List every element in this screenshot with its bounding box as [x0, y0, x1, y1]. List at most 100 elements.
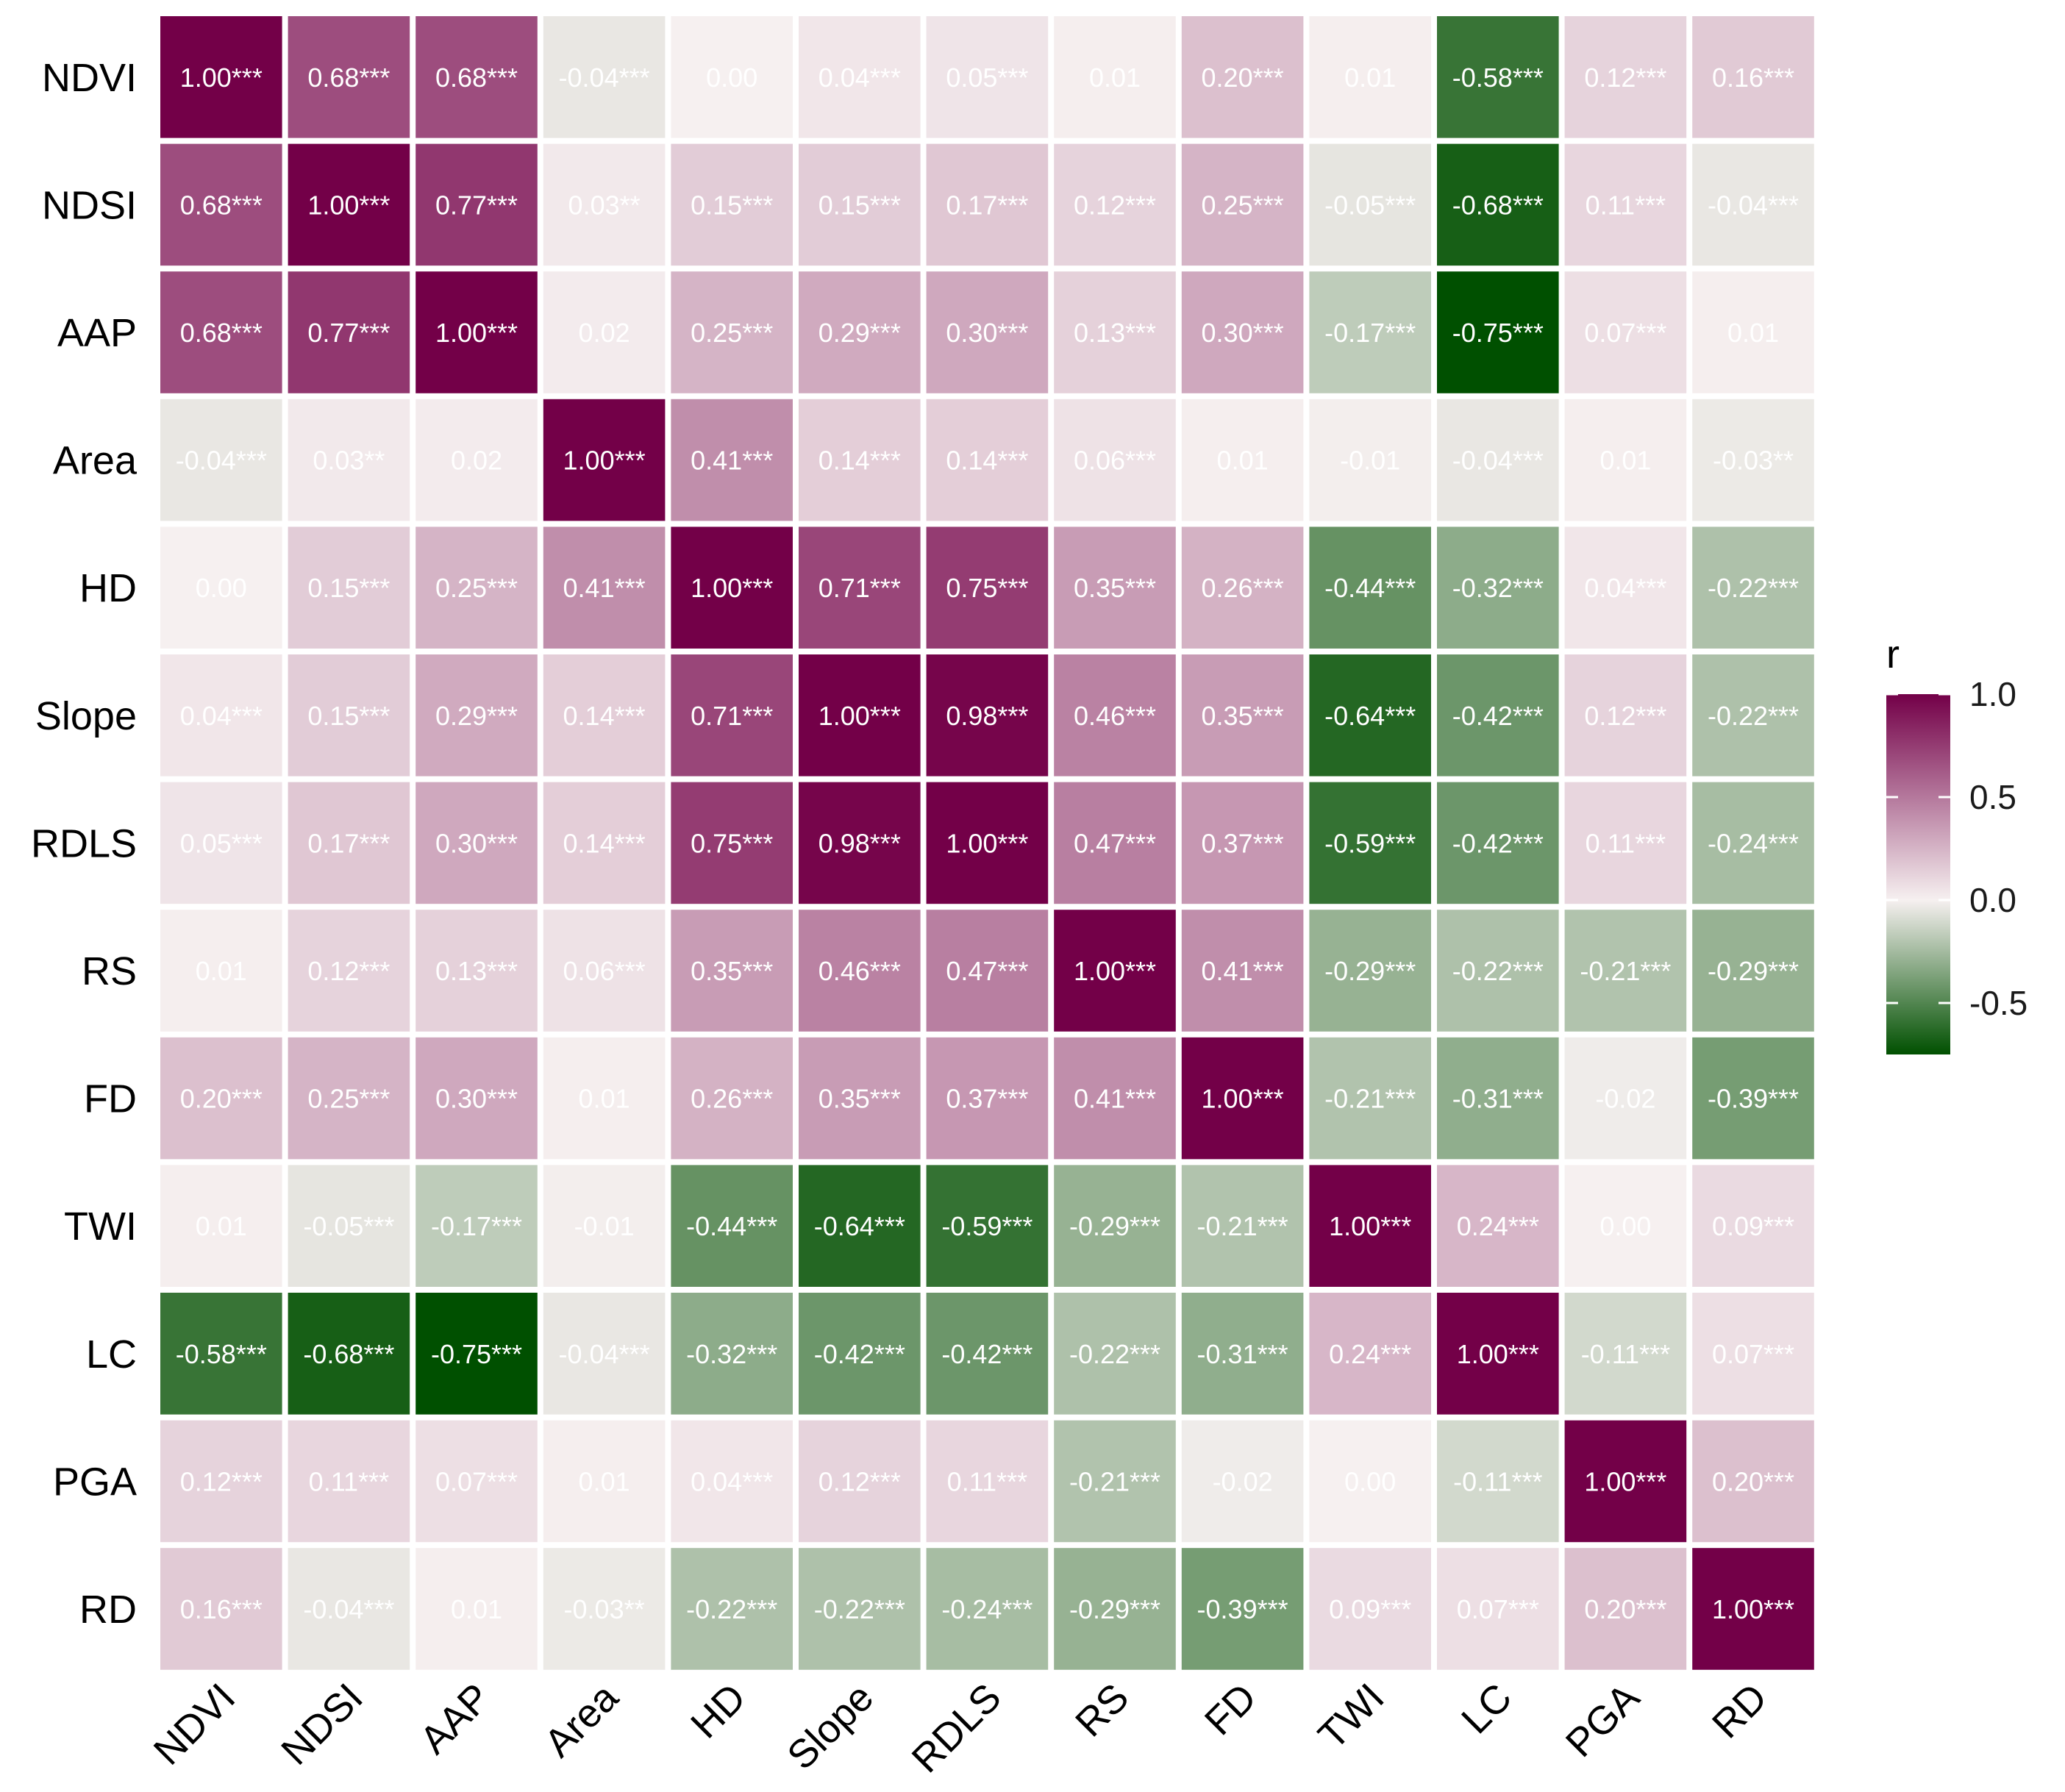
x-tick-label: Slope [779, 1675, 882, 1778]
cell-value-label: 0.68*** [307, 63, 390, 93]
cell-value-label: -0.21*** [1580, 956, 1671, 986]
x-tick-label: NDSI [273, 1675, 371, 1774]
color-legend: r 1.0 0.5 0.0 -0.5 [1886, 632, 2027, 1054]
cell-value-label: 0.77*** [307, 318, 390, 348]
cell-value-label: 0.07*** [1584, 318, 1666, 348]
cell-value-label: 0.01 [1344, 63, 1396, 93]
heatmap-cell [799, 271, 921, 393]
cell-value-label: -0.32*** [1452, 573, 1544, 603]
heatmap-cell [288, 1548, 410, 1670]
cell-value-label: 0.09*** [1712, 1211, 1794, 1241]
heatmap-cells [160, 16, 1814, 1670]
heatmap-cell [416, 1293, 538, 1415]
cell-value-label: 0.07*** [435, 1466, 518, 1496]
heatmap-cell [671, 16, 793, 138]
cell-value-label: 1.00*** [1584, 1466, 1666, 1496]
heatmap-cell [1437, 1420, 1559, 1543]
cell-value-label: -0.17*** [431, 1211, 522, 1241]
cell-value-label: 0.20*** [1712, 1466, 1794, 1496]
cell-value-label: 0.26*** [691, 1084, 773, 1114]
heatmap-cell [799, 143, 921, 266]
heatmap-cell [671, 271, 793, 393]
heatmap-cell [799, 1420, 921, 1543]
heatmap-cell [288, 1165, 410, 1287]
x-tick-label: RDLS [904, 1675, 1010, 1781]
cell-value-label: -0.02 [1595, 1084, 1655, 1114]
heatmap-cell [1181, 654, 1304, 777]
cell-value-label: 1.00*** [691, 573, 773, 603]
heatmap-cell [1054, 271, 1176, 393]
heatmap-cell [1564, 1548, 1687, 1670]
cell-value-label: -0.75*** [431, 1339, 522, 1369]
heatmap-cell [1309, 1165, 1431, 1287]
heatmap-cell [1564, 271, 1687, 393]
heatmap-cell [160, 1420, 282, 1543]
heatmap-cell [1054, 1165, 1176, 1287]
cell-value-label: 1.00*** [1457, 1339, 1539, 1369]
cell-value-label: 0.09*** [1329, 1594, 1411, 1624]
cell-value-label: -0.31*** [1452, 1084, 1544, 1114]
cell-value-label: 0.24*** [1329, 1339, 1411, 1369]
heatmap-cell [1437, 16, 1559, 138]
heatmap-cell [543, 782, 666, 904]
cell-value-label: -0.29*** [1708, 956, 1799, 986]
y-tick-label: TWI [64, 1204, 137, 1249]
cell-value-label: 0.17*** [946, 190, 1028, 220]
heatmap-cell [160, 16, 282, 138]
x-tick-label: HD [682, 1675, 755, 1747]
heatmap-cell [1564, 654, 1687, 777]
cell-value-label: 0.41*** [691, 446, 773, 476]
heatmap-cell [926, 399, 1049, 521]
heatmap-cell [1181, 399, 1304, 521]
cell-value-label: 0.30*** [1202, 318, 1284, 348]
x-tick-label: PGA [1558, 1675, 1648, 1766]
cell-value-label: 0.12*** [307, 956, 390, 986]
cell-value-label: 0.29*** [435, 701, 518, 731]
heatmap-cell [288, 399, 410, 521]
heatmap-cell [1309, 782, 1431, 904]
heatmap-cell [416, 1037, 538, 1160]
cell-value-label: 0.68*** [435, 63, 518, 93]
x-tick-label: LC [1453, 1675, 1520, 1742]
heatmap-cell [1309, 1548, 1431, 1670]
heatmap-cell [416, 782, 538, 904]
heatmap-cell [1309, 16, 1431, 138]
heatmap-cell [1181, 1420, 1304, 1543]
cell-value-label: -0.22*** [686, 1594, 777, 1624]
cell-value-label: 0.04*** [818, 63, 901, 93]
heatmap-cell [1309, 1037, 1431, 1160]
cell-value-label: -0.24*** [1708, 828, 1799, 858]
cell-value-label: 0.46*** [818, 956, 901, 986]
heatmap-cell [543, 271, 666, 393]
cell-value-label: -0.01 [574, 1211, 635, 1241]
cell-value-label: -0.42*** [814, 1339, 905, 1369]
x-axis-tick-labels: NDVI NDSI AAP Area HD Slope RDLS RS FD TWI LC PGA RD [146, 1674, 1776, 1781]
heatmap-cell [288, 1037, 410, 1160]
cell-value-label: -0.29*** [1069, 1211, 1160, 1241]
heatmap-cell [1692, 526, 1814, 649]
cell-value-label: 0.00 [706, 63, 757, 93]
heatmap-cell [288, 526, 410, 649]
y-tick-label: NDVI [42, 56, 137, 100]
heatmap-cell [1692, 654, 1814, 777]
cell-value-label: 0.37*** [946, 1084, 1028, 1114]
heatmap-cell [543, 1293, 666, 1415]
heatmap-cell [1437, 271, 1559, 393]
x-tick-label: RD [1704, 1675, 1776, 1747]
heatmap-cell [1309, 1293, 1431, 1415]
heatmap-cell [1564, 16, 1687, 138]
cell-value-label: 1.00*** [180, 63, 263, 93]
cell-value-label: 0.02 [451, 446, 502, 476]
cell-value-label: 0.05*** [946, 63, 1028, 93]
cell-value-label: -0.04*** [559, 1339, 650, 1369]
cell-value-label: -0.59*** [1324, 828, 1416, 858]
heatmap-cell [160, 399, 282, 521]
cell-value-label: -0.22*** [1708, 701, 1799, 731]
heatmap-cell [543, 16, 666, 138]
heatmap-cell [1054, 143, 1176, 266]
heatmap-cell [799, 910, 921, 1032]
y-tick-label: NDSI [42, 183, 137, 227]
cell-value-label: 0.14*** [818, 446, 901, 476]
heatmap-cell [288, 143, 410, 266]
